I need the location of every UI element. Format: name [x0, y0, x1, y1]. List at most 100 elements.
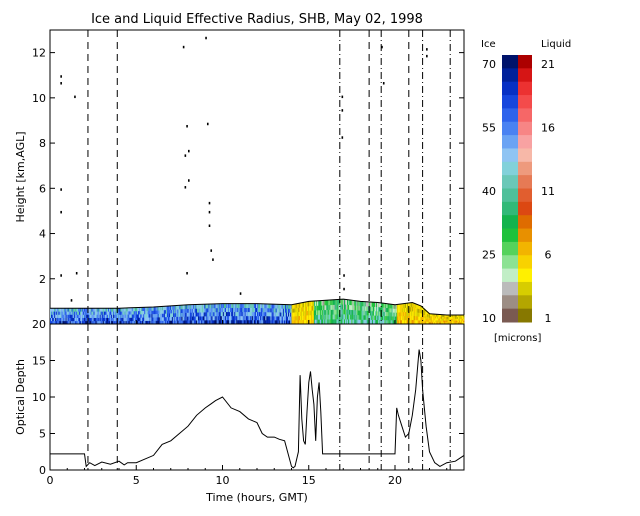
high-cloud-return: [426, 48, 428, 51]
cloud-cell: [212, 303, 214, 309]
cloud-cell: [148, 307, 150, 311]
high-cloud-return: [210, 249, 213, 252]
cloud-cell: [192, 312, 195, 317]
cloud-cell: [279, 316, 282, 321]
cloud-cell: [313, 305, 316, 311]
cloud-cell: [110, 317, 112, 322]
cloud-cell: [369, 315, 372, 320]
cloud-cell: [372, 306, 375, 312]
cloud-cell: [438, 314, 440, 317]
cloud-cell: [301, 311, 304, 316]
cloud-cell: [429, 313, 432, 317]
cloud-cell: [239, 319, 241, 325]
cloud-cell: [325, 319, 327, 325]
cloud-cell: [392, 316, 395, 321]
cloud-cell: [448, 314, 450, 318]
cloud-cell: [226, 315, 229, 321]
cloud-cell: [236, 307, 238, 313]
cloud-cell: [367, 306, 370, 312]
cloud-cell: [346, 319, 348, 325]
cloud-cell: [67, 311, 70, 315]
cloud-cell: [135, 314, 138, 318]
cloud-cell: [184, 316, 186, 321]
cloud-cell: [376, 319, 378, 325]
cloud-cell: [181, 305, 183, 310]
cloud-cell: [254, 303, 257, 309]
cloud-cell: [68, 314, 71, 318]
cloud-cell: [103, 308, 106, 312]
cloud-cell: [111, 308, 113, 312]
cloud-cell: [329, 304, 331, 310]
cloud-cell: [342, 304, 345, 310]
cloud-cell: [92, 314, 94, 318]
cloud-cell: [342, 309, 345, 315]
cloud-cell: [191, 312, 194, 317]
cloud-cell: [147, 310, 149, 315]
cloud-cell: [362, 310, 365, 316]
colorbar-ice-swatch: [502, 175, 518, 189]
cloud-cell: [122, 311, 124, 315]
cloud-cell: [349, 304, 351, 310]
cloud-cell: [411, 306, 413, 312]
cloud-cell: [366, 310, 369, 316]
cloud-cell: [83, 314, 85, 318]
cloud-cell: [163, 309, 166, 314]
cloud-cell: [213, 315, 215, 321]
cloud-cell: [401, 307, 404, 313]
cloud-cell: [208, 308, 210, 313]
cloud-cell: [98, 317, 101, 322]
cloud-cell: [376, 302, 378, 308]
cloud-cell: [219, 319, 222, 325]
cloud-cell: [177, 316, 179, 321]
cloud-cell: [97, 320, 100, 325]
cloud-cell: [176, 316, 178, 321]
cloud-cell: [390, 316, 392, 321]
cloud-cell: [269, 304, 271, 309]
cloud-cell: [128, 314, 131, 318]
cloud-cell: [219, 303, 222, 309]
colorbar-ice-swatch: [502, 188, 518, 203]
cloud-cell: [430, 317, 433, 321]
cloud-cell: [132, 320, 135, 325]
cloud-cell: [451, 316, 454, 319]
cloud-cell: [223, 315, 226, 321]
cloud-cell: [402, 311, 405, 317]
cloud-cell: [159, 310, 162, 314]
cloud-cell: [175, 316, 177, 321]
cloud-cell: [173, 309, 175, 314]
cloud-cell: [383, 303, 385, 308]
cloud-cell: [407, 315, 409, 321]
cloud-cell: [323, 309, 325, 315]
cloud-cell: [356, 300, 358, 306]
cloud-cell: [276, 304, 279, 309]
cloud-cell: [243, 315, 245, 321]
cloud-cell: [315, 319, 318, 325]
cloud-cell: [56, 311, 58, 315]
high-cloud-returns: [60, 36, 428, 302]
cloud-cell: [313, 310, 315, 316]
cloud-cell: [88, 317, 90, 322]
cloud-cell: [266, 319, 268, 325]
cloud-cell: [431, 313, 434, 317]
cloud-cell: [131, 314, 134, 318]
cloud-cell: [310, 301, 312, 307]
cloud-cell: [279, 320, 282, 325]
cloud-cell: [252, 319, 255, 325]
cloud-cell: [217, 307, 220, 313]
colorbar-liquid-swatch: [518, 241, 532, 256]
cloud-cell: [160, 320, 163, 325]
cloud-cell: [343, 309, 346, 315]
cloud-cell: [106, 317, 109, 322]
cloud-cell: [257, 315, 259, 321]
cloud-cell: [200, 320, 202, 325]
cloud-cell: [137, 314, 140, 318]
cloud-cell: [73, 314, 76, 318]
cloud-cell: [240, 311, 242, 317]
cloud-cell: [203, 316, 205, 321]
cloud-cell: [439, 320, 441, 323]
cloud-cell: [159, 317, 162, 321]
cloud-cell: [313, 314, 315, 320]
cloud-cell: [323, 300, 325, 306]
cloud-cell: [269, 308, 271, 313]
